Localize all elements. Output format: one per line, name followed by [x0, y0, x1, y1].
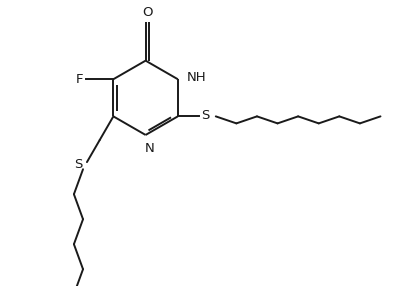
Text: O: O [142, 6, 152, 19]
Text: F: F [75, 73, 83, 86]
Text: NH: NH [186, 71, 206, 84]
Text: N: N [145, 142, 154, 155]
Text: S: S [201, 109, 209, 122]
Text: S: S [74, 158, 82, 171]
